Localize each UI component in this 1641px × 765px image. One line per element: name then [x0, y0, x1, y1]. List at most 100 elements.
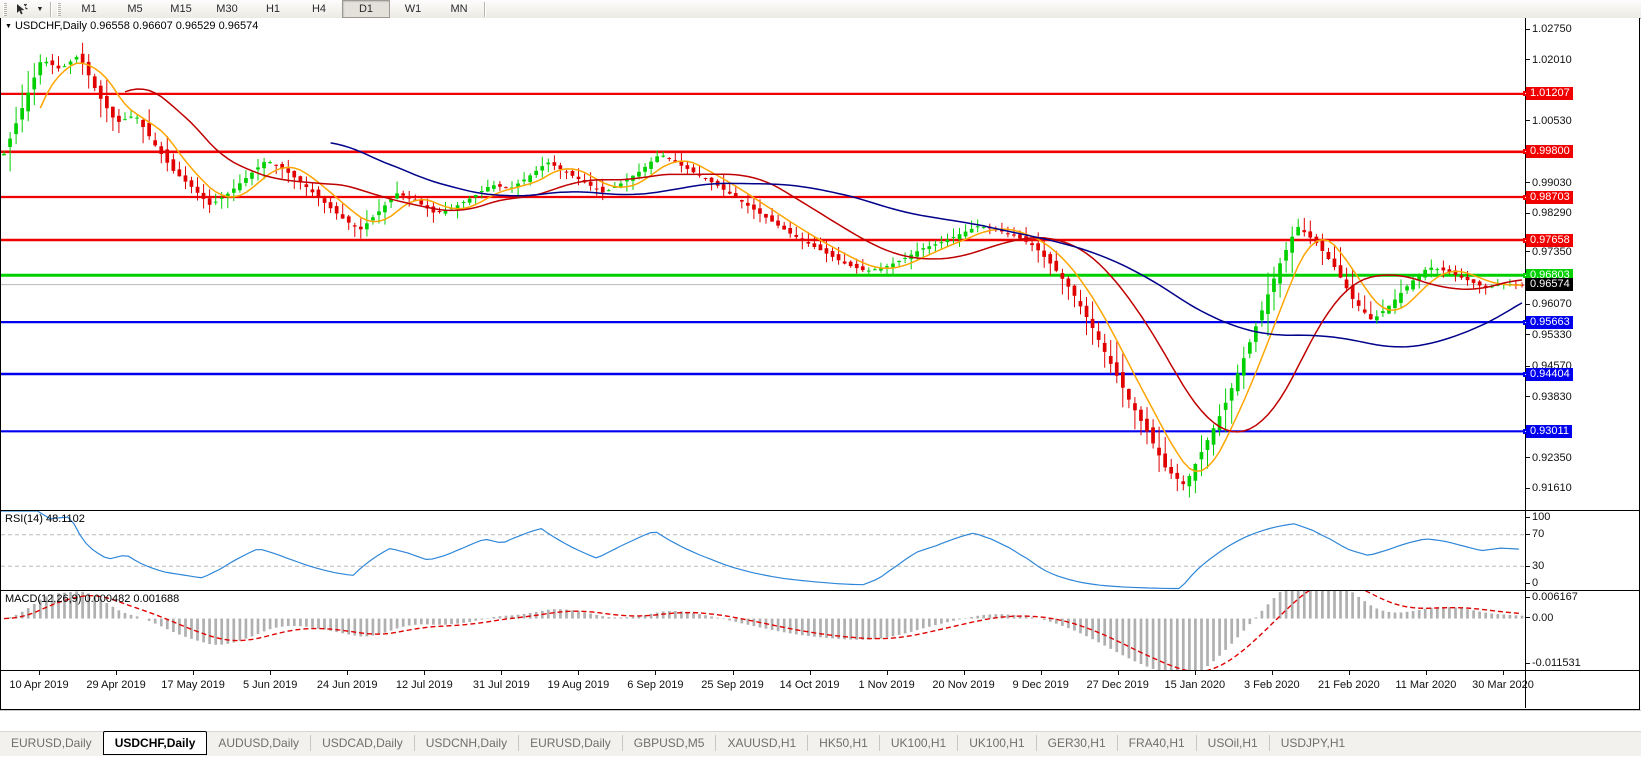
tab-fra40-h1[interactable]: FRA40,H1	[1128, 736, 1185, 750]
price-tick: 0.95330	[1526, 329, 1572, 341]
date-tick-mark	[1503, 671, 1504, 675]
tab-separator	[1195, 735, 1197, 751]
price-pane[interactable]: ▼ USDCHF,Daily 0.96558 0.96607 0.96529 0.…	[1, 18, 1639, 510]
date-tick-mark	[270, 671, 272, 675]
tab-list: EURUSD,Daily USDCHF,Daily AUDUSD,Daily USDC…	[0, 731, 1356, 755]
tab-usdcnh-daily[interactable]: USDCNH,Daily	[425, 736, 508, 750]
date-tick-label: 17 May 2019	[161, 679, 225, 691]
toolbar-separator	[50, 1, 52, 17]
tab-strip-background	[0, 731, 1641, 756]
price-plot-area[interactable]	[1, 18, 1525, 510]
date-tick-mark	[1040, 671, 1042, 675]
tab-separator	[621, 735, 623, 751]
date-tick-label: 29 Apr 2019	[86, 679, 146, 691]
collapse-triangle-icon[interactable]: ▼	[5, 23, 12, 30]
date-tick-label: 30 Mar 2020	[1472, 679, 1534, 691]
date-tick-mark	[1194, 671, 1196, 675]
date-tick-mark	[116, 671, 118, 675]
macd-tick: 0.006167	[1526, 592, 1578, 603]
price-level-label[interactable]: 0.99800	[1526, 145, 1573, 159]
chevron-down-icon[interactable]: ▼	[36, 5, 44, 13]
tab-eurusd-daily[interactable]: EURUSD,Daily	[530, 736, 611, 750]
date-tick-mark	[424, 671, 426, 675]
timeframe-button-d1[interactable]: D1	[342, 0, 390, 18]
timeframe-group-drag-handle[interactable]	[57, 2, 61, 16]
price-tick: 0.99030	[1526, 177, 1572, 189]
tab-audusd-daily[interactable]: AUDUSD,Daily	[218, 736, 300, 750]
rsi-tick: 70	[1526, 529, 1544, 540]
date-tick-mark	[1425, 671, 1427, 675]
price-axis[interactable]: 1.02750 1.02010 1.00530 0.99030 0.98290 0.973…	[1523, 18, 1639, 510]
macd-plot-area[interactable]	[1, 591, 1525, 670]
tab-hk50-h1[interactable]: HK50,H1	[819, 736, 868, 750]
timeframe-button-mn[interactable]: MN	[450, 3, 468, 15]
macd-pane[interactable]: MACD(12,26,9) 0.000482 0.001688 0.006167…	[1, 590, 1639, 670]
tab-separator	[1268, 735, 1270, 751]
price-tick: 1.02750	[1526, 24, 1572, 35]
tab-xauusd-h1[interactable]: XAUUSD,H1	[727, 736, 797, 750]
date-tick-mark	[886, 671, 888, 675]
macd-axis: 0.006167 0.00 -0.011531	[1525, 591, 1639, 670]
date-tick-mark	[347, 671, 349, 675]
date-tick-label: 31 Jul 2019	[472, 679, 530, 691]
date-tick-mark	[1348, 671, 1350, 675]
tab-gbpusd-m5[interactable]: GBPUSD,M5	[633, 736, 705, 750]
timeframe-button-w1[interactable]: W1	[404, 3, 422, 15]
date-tick-label: 1 Nov 2019	[858, 679, 915, 691]
date-tick-label: 6 Sep 2019	[627, 679, 684, 691]
date-tick-label: 10 Apr 2019	[9, 679, 69, 691]
date-axis-ticks: 10 Apr 2019 29 Apr 2019 17 May 2019 5 Jun 2…	[1, 671, 1534, 708]
tab-separator	[957, 735, 959, 751]
rsi-label: RSI(14) 48.1102	[5, 513, 85, 525]
price-tick: 0.97350	[1526, 246, 1572, 258]
date-tick-label: 24 Jun 2019	[316, 679, 378, 691]
date-axis-gutter	[1525, 671, 1639, 708]
date-tick-mark	[1271, 671, 1273, 675]
tab-usoil-h1[interactable]: USOil,H1	[1207, 736, 1258, 750]
tab-usdchf-daily[interactable]: USDCHF,Daily	[102, 731, 208, 755]
rsi-tick: 0	[1526, 578, 1538, 589]
rsi-axis: 100 70 30 0	[1525, 511, 1639, 590]
date-tick-label: 27 Dec 2019	[1086, 679, 1149, 691]
chart-window: ▼ USDCHF,Daily 0.96558 0.96607 0.96529 0.…	[0, 18, 1640, 710]
date-tick-label: 11 Mar 2020	[1395, 679, 1457, 691]
macd-tick: 0.00	[1526, 612, 1553, 624]
tab-ger30-h1[interactable]: GER30,H1	[1047, 736, 1106, 750]
date-tick-label: 25 Sep 2019	[701, 679, 764, 691]
tab-uk100-h1[interactable]: UK100,H1	[969, 736, 1025, 750]
timeframe-button-h1[interactable]: H1	[265, 3, 281, 15]
date-tick-label: 20 Nov 2019	[932, 679, 995, 691]
timeframe-button-group: M1 M5 M15 M30 H1 H4 D1 W1 MN	[66, 0, 482, 18]
price-level-label[interactable]: 0.96574	[1526, 278, 1573, 292]
date-tick-label: 3 Feb 2020	[1243, 679, 1300, 691]
timeframe-button-m5[interactable]: M5	[127, 3, 143, 15]
tab-separator	[878, 735, 880, 751]
tab-eurusd-daily[interactable]: EURUSD,Daily	[11, 736, 92, 750]
price-level-label[interactable]: 0.93011	[1526, 424, 1572, 438]
tab-usdjpy-h1[interactable]: USDJPY,H1	[1280, 736, 1346, 750]
price-level-label[interactable]: 0.95663	[1526, 315, 1573, 329]
timeframe-button-h4[interactable]: H4	[311, 3, 327, 15]
price-level-label[interactable]: 0.98703	[1526, 190, 1573, 204]
date-tick-label: 21 Feb 2020	[1318, 679, 1380, 691]
date-tick-label: 5 Jun 2019	[242, 679, 298, 691]
toolbar-drag-handle[interactable]	[3, 2, 7, 16]
timeframe-button-m15[interactable]: M15	[170, 3, 192, 15]
crosshair-pointer-icon[interactable]	[12, 1, 32, 17]
rsi-tick: 100	[1526, 512, 1550, 523]
rsi-pane[interactable]: RSI(14) 48.1102 100 70 30 0	[1, 510, 1639, 590]
rsi-plot-area[interactable]	[1, 511, 1525, 590]
price-level-label[interactable]: 0.97658	[1526, 233, 1573, 247]
tab-uk100-h1[interactable]: UK100,H1	[890, 736, 947, 750]
tab-usdcad-daily[interactable]: USDCAD,Daily	[322, 736, 403, 750]
date-tick-mark	[193, 671, 195, 675]
date-tick-mark	[39, 671, 40, 675]
date-axis[interactable]: 10 Apr 2019 29 Apr 2019 17 May 2019 5 Jun 2…	[1, 670, 1639, 708]
toolbar-separator-end	[484, 1, 486, 17]
timeframe-button-m30[interactable]: M30	[216, 3, 238, 15]
price-level-label[interactable]: 1.01207	[1526, 87, 1573, 101]
macd-label: MACD(12,26,9) 0.000482 0.001688	[5, 593, 180, 605]
timeframe-button-m1[interactable]: M1	[81, 3, 97, 15]
price-level-label[interactable]: 0.94404	[1526, 367, 1573, 381]
tab-separator	[1116, 735, 1118, 751]
